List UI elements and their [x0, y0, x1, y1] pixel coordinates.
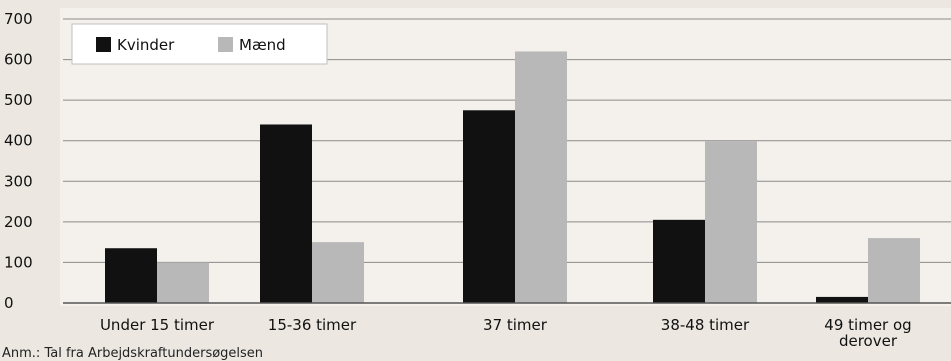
bar-m-nd-1: [312, 242, 364, 303]
y-tick-label-400: 400: [4, 132, 33, 150]
legend: Kvinder Mænd: [71, 23, 328, 65]
legend-box: [71, 23, 328, 65]
x-tick-label-3: 38-48 timer: [661, 316, 750, 334]
y-tick-label-300: 300: [4, 172, 33, 190]
y-tick-label-100: 100: [4, 253, 33, 271]
bar-m-nd-2: [515, 51, 567, 304]
legend-label-kvinder: Kvinder: [117, 36, 175, 54]
y-axis-ticks: 700 600 500 400 300 200 100 0: [4, 10, 33, 312]
bar-m-nd-0: [157, 262, 209, 303]
bar-m-nd-3: [705, 141, 757, 303]
y-tick-label-700: 700: [4, 10, 33, 28]
bar-m-nd-4: [868, 238, 920, 303]
x-tick-label-2: 37 timer: [483, 316, 548, 334]
bars: [105, 51, 920, 304]
x-tick-label-1: 15-36 timer: [268, 316, 357, 334]
bar-kvinder-4: [816, 296, 868, 303]
y-tick-label-0: 0: [4, 294, 14, 312]
legend-swatch-kvinder: [96, 37, 111, 52]
legend-label-maend: Mænd: [239, 36, 286, 54]
bar-kvinder-3: [653, 219, 705, 303]
legend-swatch-maend: [218, 37, 233, 52]
bar-kvinder-0: [105, 248, 157, 303]
y-tick-label-600: 600: [4, 51, 33, 69]
bar-kvinder-2: [463, 110, 515, 304]
chart-note: Anm.: Tal fra Arbejdskraftundersøgelsen: [2, 346, 263, 361]
x-tick-label-0: Under 15 timer: [100, 316, 215, 334]
x-tick-label-4: 49 timer og derover: [824, 316, 911, 350]
x-axis-labels: Under 15 timer 15-36 timer 37 timer 38-48 t…: [100, 316, 912, 350]
y-tick-label-500: 500: [4, 91, 33, 109]
bar-kvinder-1: [260, 124, 312, 303]
y-tick-label-200: 200: [4, 213, 33, 231]
